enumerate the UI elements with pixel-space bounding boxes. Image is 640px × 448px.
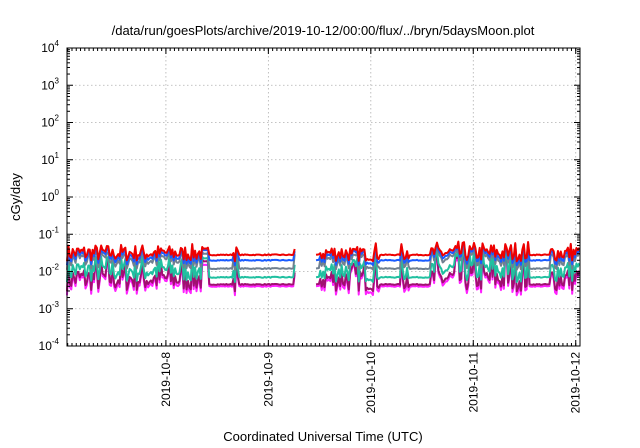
y-tick-label: 102 [41,114,59,130]
series-line [66,240,581,263]
chart-title: /data/run/goesPlots/archive/2019-10-12/0… [112,23,535,38]
y-tick-label: 10-1 [39,225,60,241]
series-group [66,240,581,297]
y-tick-label: 104 [41,39,59,55]
x-axis-label: Coordinated Universal Time (UTC) [223,429,422,444]
y-tick-label: 101 [41,151,59,167]
x-tick-label: 2019-10-10 [364,352,378,414]
x-tick-label: 2019-10-9 [261,352,275,407]
y-tick-label: 10-3 [39,300,60,316]
y-tick-label: 10-2 [39,263,60,279]
y-tick-label: 10-4 [39,337,60,353]
y-axis-label: cGy/day [8,173,23,221]
x-tick-label: 2019-10-8 [159,352,173,407]
grid [67,48,580,346]
ticks: 10-4 10-3 10-2 10-1 100 101 102 103 104 2019-10-8… [39,39,583,413]
y-tick-label: 100 [41,188,59,204]
x-tick-label: 2019-10-11 [466,352,480,413]
x-tick-label: 2019-10-12 [569,352,583,414]
y-tick-label: 103 [41,76,59,92]
